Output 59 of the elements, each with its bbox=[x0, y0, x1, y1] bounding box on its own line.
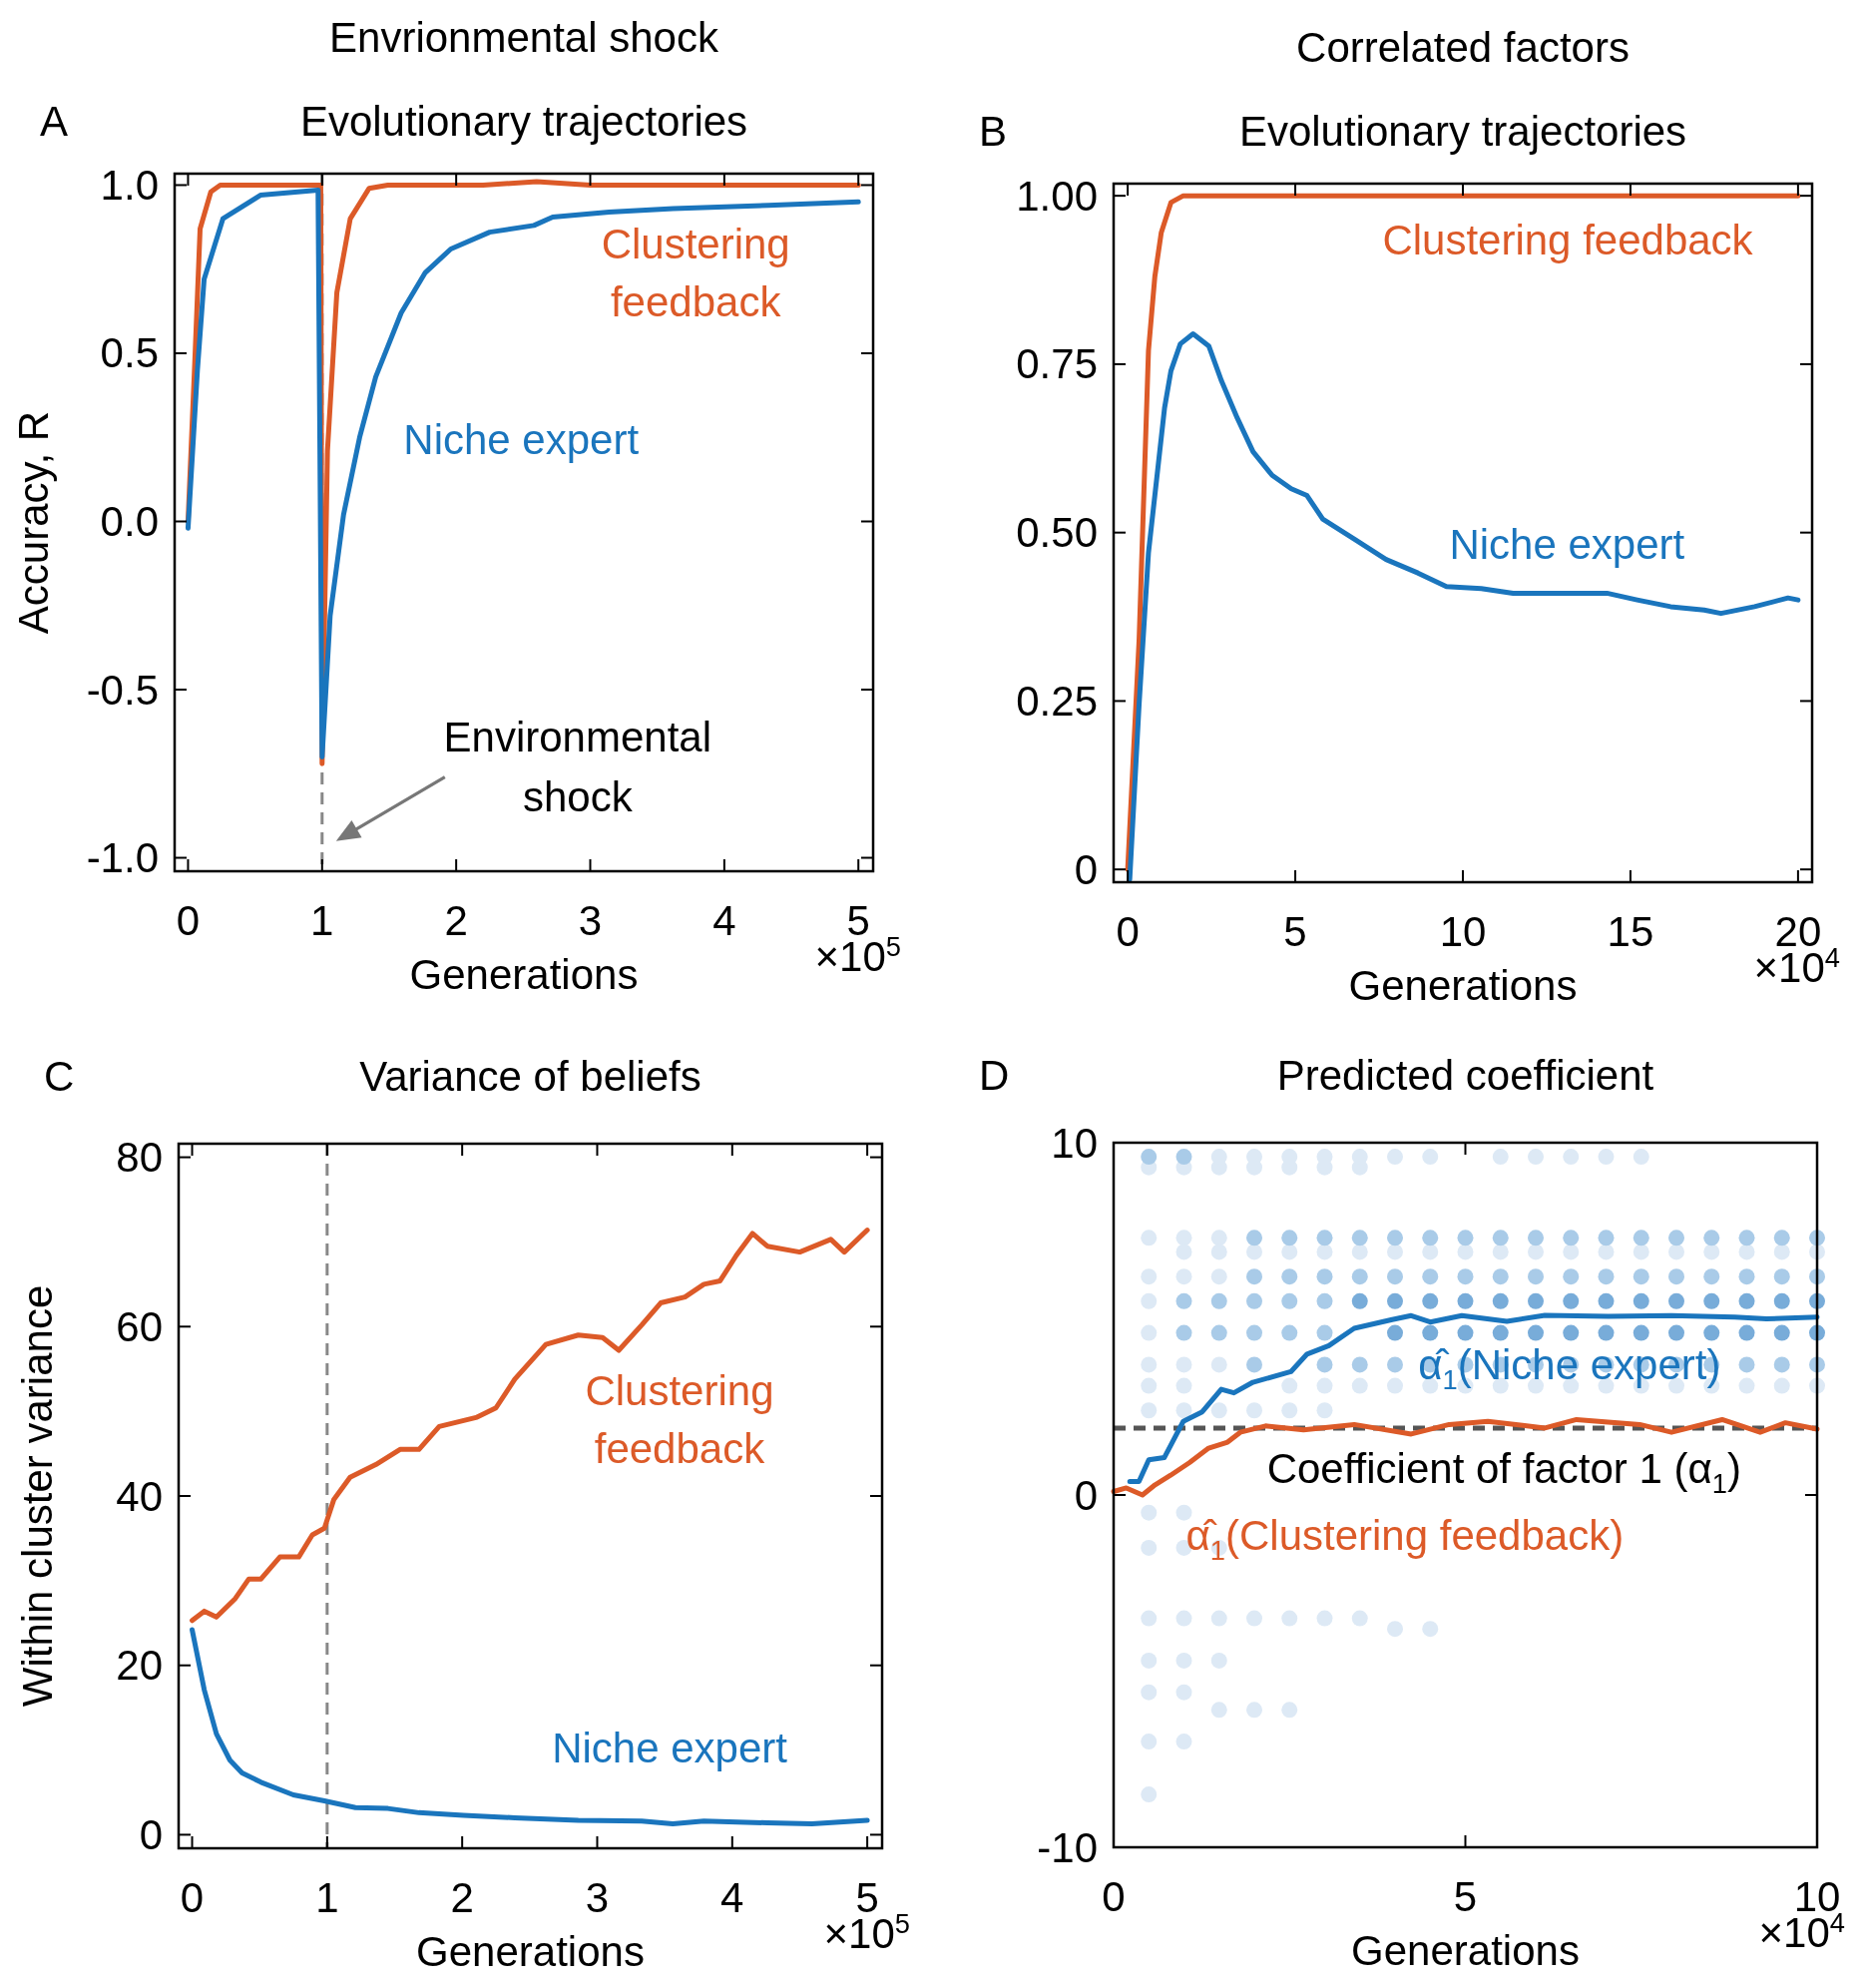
text: D bbox=[979, 1051, 1010, 1099]
series-label: Clustering feedback bbox=[1382, 216, 1754, 263]
chart-title: Predicted coefficient bbox=[1276, 1051, 1654, 1099]
y-tick-label: 0 bbox=[1074, 845, 1098, 893]
x-tick-label: 4 bbox=[712, 896, 736, 944]
y-tick-label: 10 bbox=[1051, 1119, 1098, 1167]
y-tick-label: -1.0 bbox=[86, 834, 159, 882]
x-axis-title: Generations bbox=[1351, 1927, 1580, 1974]
x-tick-label: 4 bbox=[720, 1873, 744, 1921]
series-label: Clustering feedback bbox=[601, 220, 790, 325]
chart-title: Envrionmental shock bbox=[329, 13, 719, 61]
x-tick-label: 5 bbox=[1283, 907, 1307, 955]
chart-title: Variance of beliefs bbox=[359, 1052, 701, 1100]
x-tick-label: 0 bbox=[180, 1873, 205, 1921]
series-label: Niche expert bbox=[552, 1724, 788, 1771]
x-tick-label: 3 bbox=[578, 896, 603, 944]
x-tick-label: 5 bbox=[1453, 1872, 1478, 1920]
text: C bbox=[44, 1052, 75, 1100]
y-tick-label: 0.0 bbox=[100, 497, 159, 545]
y-axis-title: Within cluster variance bbox=[13, 1284, 61, 1708]
y-tick-label: 0 bbox=[139, 1810, 163, 1858]
chart-subtitle: Evolutionary trajectories bbox=[299, 97, 748, 145]
x-tick-label: 1 bbox=[310, 896, 334, 944]
x-tick-label: 1 bbox=[315, 1873, 339, 1921]
ref-line-label: Coefficient of factor 1 (α$_{1}$) bbox=[1266, 1444, 1741, 1500]
series-label: Niche expert bbox=[1449, 520, 1685, 567]
x-axis-title: Generations bbox=[1348, 962, 1578, 1009]
y-tick-label: 0.75 bbox=[1016, 340, 1098, 388]
x-tick-label: 10 bbox=[1439, 907, 1487, 955]
x-tick-label: 2 bbox=[444, 896, 468, 944]
y-tick-label: 1.0 bbox=[100, 161, 159, 209]
x-tick-label: 3 bbox=[585, 1873, 610, 1921]
x-tick-label: 0 bbox=[176, 896, 201, 944]
chart-title: Correlated factors bbox=[1296, 23, 1630, 71]
y-tick-label: -0.5 bbox=[86, 666, 159, 714]
y-tick-label: 80 bbox=[116, 1134, 163, 1182]
x-tick-label: 2 bbox=[450, 1873, 474, 1921]
text: A bbox=[40, 97, 69, 145]
series-label: Niche expert bbox=[403, 415, 640, 463]
x-tick-label: 0 bbox=[1116, 907, 1140, 955]
series-label: α̂$_{1}$(Clustering feedback) bbox=[1185, 1511, 1625, 1567]
y-tick-label: 0.50 bbox=[1016, 509, 1098, 557]
y-tick-label: 20 bbox=[116, 1642, 163, 1690]
y-tick-label: 1.00 bbox=[1016, 172, 1098, 220]
x-axis-title: Generations bbox=[409, 951, 639, 998]
y-tick-label: 60 bbox=[116, 1302, 163, 1350]
chart-subtitle: Evolutionary trajectories bbox=[1238, 107, 1687, 155]
series-label: α̂$_{1}$(Niche expert) bbox=[1418, 1340, 1721, 1396]
y-tick-label: 0 bbox=[1074, 1471, 1098, 1519]
annotation: Environmental shock bbox=[443, 713, 712, 820]
x-tick-label: 15 bbox=[1607, 907, 1654, 955]
y-axis-title: Accuracy, R bbox=[9, 410, 57, 635]
y-tick-label: 0.25 bbox=[1016, 677, 1098, 725]
text: B bbox=[979, 107, 1008, 155]
x-axis-title: Generations bbox=[416, 1928, 645, 1975]
y-tick-label: -10 bbox=[1037, 1823, 1098, 1871]
series-label: Clustering feedback bbox=[585, 1366, 774, 1472]
y-tick-label: 40 bbox=[116, 1472, 163, 1520]
y-tick-label: 0.5 bbox=[100, 329, 159, 377]
